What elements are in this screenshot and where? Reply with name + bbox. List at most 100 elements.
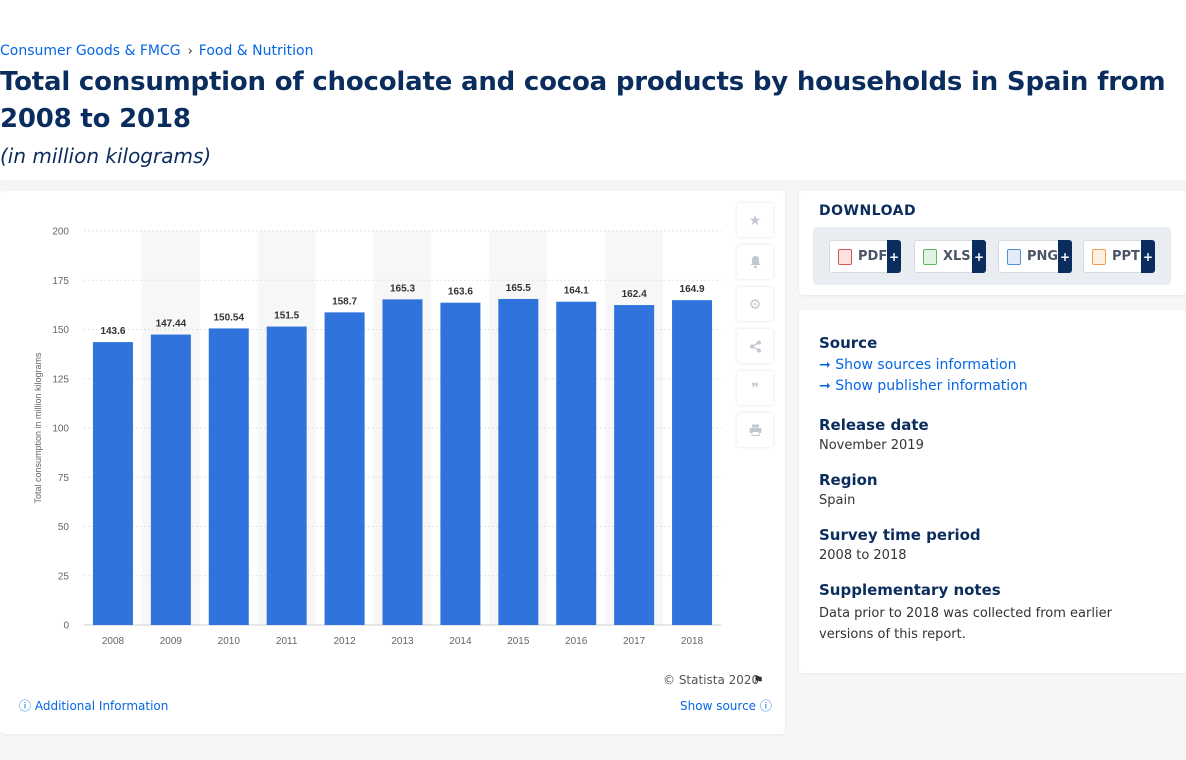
info-icon: ⓘ bbox=[19, 699, 32, 713]
x-tick-label: 2013 bbox=[391, 636, 414, 647]
y-tick-label: 150 bbox=[52, 325, 69, 336]
x-tick-label: 2015 bbox=[507, 636, 530, 647]
survey-value: 2008 to 2018 bbox=[819, 548, 907, 563]
breadcrumb: Consumer Goods & FMCG › Food & Nutrition bbox=[0, 43, 313, 59]
show-publisher-link[interactable]: ➞ Show publisher information bbox=[819, 378, 1028, 394]
region-section: Region Spain bbox=[819, 471, 878, 508]
download-xls-label: XLS bbox=[943, 249, 971, 264]
y-axis-label: Total consumption in million kilograms bbox=[33, 352, 43, 504]
y-tick-labels: 0 25 50 75 100 125 150 175 200 bbox=[52, 227, 69, 632]
y-tick-label: 125 bbox=[52, 374, 69, 385]
bar bbox=[382, 299, 423, 625]
download-ppt-plus[interactable]: + bbox=[1141, 240, 1155, 273]
bar-chart: 0 25 50 75 100 125 150 175 200 143.6 147.44 150.54… bbox=[33, 227, 721, 647]
flag-icon[interactable]: ⚑ bbox=[753, 673, 764, 687]
download-ppt-label: PPT bbox=[1112, 249, 1140, 264]
additional-info-link[interactable]: ⓘ Additional Information bbox=[19, 697, 168, 714]
show-source-link[interactable]: Show source ⓘ bbox=[680, 697, 772, 714]
bar bbox=[556, 301, 597, 625]
x-tick-labels: 2008 2009 2010 2011 2012 2013 2014 2015 2016 2017… bbox=[102, 636, 704, 647]
bar-value-label: 165.3 bbox=[390, 283, 415, 294]
show-sources-link[interactable]: ➞ Show sources information bbox=[819, 357, 1028, 373]
download-pdf-plus[interactable]: + bbox=[887, 240, 901, 273]
y-tick-label: 50 bbox=[58, 522, 70, 533]
x-tick-label: 2014 bbox=[449, 636, 472, 647]
star-icon[interactable]: ★ bbox=[737, 203, 773, 237]
arrow-right-icon: ➞ bbox=[819, 357, 831, 373]
bar bbox=[266, 326, 307, 625]
survey-section: Survey time period 2008 to 2018 bbox=[819, 526, 981, 563]
y-tick-label: 75 bbox=[58, 473, 70, 484]
info-icon: ⓘ bbox=[759, 699, 772, 713]
bar-value-label: 162.4 bbox=[622, 289, 647, 300]
bar-value-label: 150.54 bbox=[213, 312, 244, 323]
release-value: November 2019 bbox=[819, 438, 924, 453]
pdf-file-icon bbox=[838, 248, 852, 265]
arrow-right-icon: ➞ bbox=[819, 378, 831, 394]
bar-value-label: 151.5 bbox=[274, 311, 299, 322]
download-png-button[interactable]: PNG + bbox=[998, 240, 1072, 273]
download-png-plus[interactable]: + bbox=[1058, 240, 1072, 273]
gear-icon[interactable]: ⚙ bbox=[737, 287, 773, 321]
print-icon[interactable] bbox=[737, 413, 773, 447]
bar bbox=[498, 298, 539, 625]
header-band bbox=[0, 0, 1186, 180]
xls-file-icon bbox=[923, 248, 937, 265]
breadcrumb-food-nutrition[interactable]: Food & Nutrition bbox=[198, 43, 314, 59]
release-heading: Release date bbox=[819, 416, 929, 434]
metadata-card bbox=[799, 310, 1186, 673]
ppt-file-icon bbox=[1092, 248, 1106, 265]
page-title: Total consumption of chocolate and cocoa… bbox=[0, 67, 1166, 134]
release-section: Release date November 2019 bbox=[819, 416, 929, 453]
y-tick-label: 100 bbox=[52, 424, 69, 435]
breadcrumb-consumer-goods[interactable]: Consumer Goods & FMCG bbox=[0, 43, 181, 59]
x-tick-label: 2011 bbox=[276, 636, 298, 647]
png-file-icon bbox=[1007, 248, 1021, 265]
download-png-label: PNG bbox=[1027, 249, 1059, 264]
download-pdf-label: PDF bbox=[858, 249, 888, 264]
x-tick-label: 2010 bbox=[218, 636, 241, 647]
x-tick-label: 2008 bbox=[102, 636, 125, 647]
show-publisher-label: Show publisher information bbox=[835, 378, 1028, 394]
x-tick-label: 2018 bbox=[681, 636, 704, 647]
bar-value-label: 143.6 bbox=[100, 326, 125, 337]
bell-icon[interactable] bbox=[737, 245, 773, 279]
bar-value-label: 165.5 bbox=[506, 283, 531, 294]
download-ppt-button[interactable]: PPT + bbox=[1083, 240, 1155, 273]
bar bbox=[92, 342, 133, 625]
x-tick-label: 2016 bbox=[565, 636, 588, 647]
show-sources-label: Show sources information bbox=[835, 357, 1017, 373]
source-heading: Source bbox=[819, 334, 878, 352]
bar bbox=[672, 300, 713, 625]
notes-section: Supplementary notes Data prior to 2018 w… bbox=[819, 581, 1149, 645]
additional-info-label: Additional Information bbox=[34, 699, 169, 713]
bar-value-label: 158.7 bbox=[332, 296, 357, 307]
bar-value-label: 164.1 bbox=[564, 286, 589, 297]
y-tick-label: 200 bbox=[52, 227, 69, 238]
x-tick-label: 2017 bbox=[623, 636, 646, 647]
bar bbox=[440, 302, 481, 625]
bar-value-label: 147.44 bbox=[156, 319, 187, 330]
download-pdf-button[interactable]: PDF + bbox=[829, 240, 901, 273]
download-xls-button[interactable]: XLS + bbox=[914, 240, 986, 273]
page-subtitle: (in million kilograms) bbox=[0, 144, 212, 168]
copyright-text: © Statista 2020 bbox=[663, 673, 760, 687]
survey-heading: Survey time period bbox=[819, 526, 981, 544]
show-source-label: Show source bbox=[680, 699, 757, 713]
chart-toolbar: ★ ⚙ ❞ bbox=[737, 203, 773, 455]
y-tick-label: 25 bbox=[58, 571, 70, 582]
quote-icon[interactable]: ❞ bbox=[737, 371, 773, 405]
source-section: Source ➞ Show sources information ➞ Show… bbox=[819, 334, 1028, 394]
y-tick-label: 0 bbox=[63, 621, 69, 632]
download-title: DOWNLOAD bbox=[819, 203, 917, 219]
share-icon[interactable] bbox=[737, 329, 773, 363]
bar-value-label: 164.9 bbox=[680, 284, 705, 295]
breadcrumb-separator: › bbox=[187, 43, 193, 59]
region-value: Spain bbox=[819, 493, 856, 508]
x-tick-label: 2009 bbox=[160, 636, 183, 647]
notes-heading: Supplementary notes bbox=[819, 581, 1001, 599]
bar-value-labels: 143.6 147.44 150.54 151.5 158.7 165.3 163.6 165… bbox=[100, 283, 705, 337]
bar bbox=[208, 328, 249, 625]
download-xls-plus[interactable]: + bbox=[972, 240, 986, 273]
x-tick-label: 2012 bbox=[333, 636, 356, 647]
